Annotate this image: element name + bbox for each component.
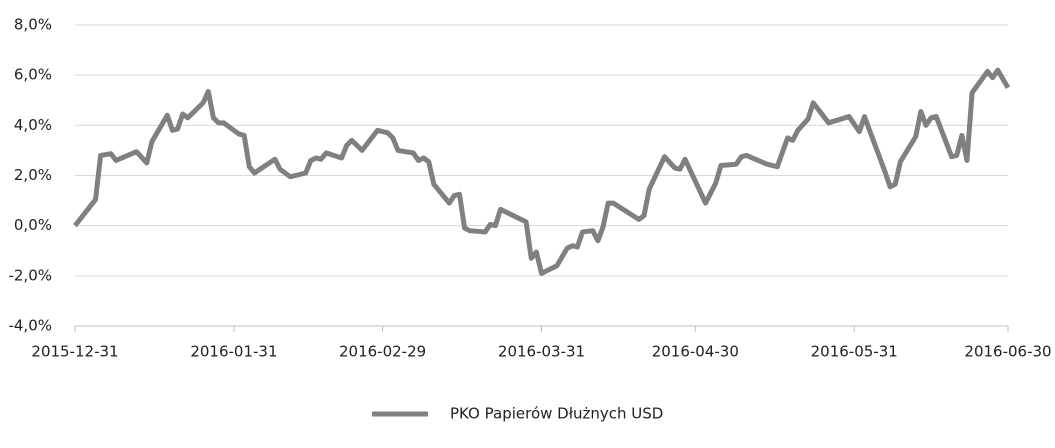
x-tick-label: 2016-04-30 — [652, 343, 739, 361]
y-tick-label: 2,0% — [14, 166, 52, 184]
x-tick-label: 2016-01-31 — [190, 343, 277, 361]
y-tick-label: 8,0% — [14, 16, 52, 34]
y-tick-label: -2,0% — [8, 266, 52, 284]
y-tick-label: 0,0% — [14, 216, 52, 234]
x-tick-label: 2016-02-29 — [339, 343, 426, 361]
x-tick-label: 2015-12-31 — [31, 343, 118, 361]
y-tick-label: -4,0% — [8, 317, 52, 335]
y-tick-label: 6,0% — [14, 66, 52, 84]
y-tick-label: 4,0% — [14, 116, 52, 134]
series-line — [73, 67, 1011, 276]
x-tick-label: 2016-03-31 — [498, 343, 585, 361]
legend-label: PKO Papierów Dłużnych USD — [450, 405, 663, 423]
x-tick-label: 2016-06-30 — [964, 343, 1051, 361]
x-tick-label: 2016-05-31 — [811, 343, 898, 361]
